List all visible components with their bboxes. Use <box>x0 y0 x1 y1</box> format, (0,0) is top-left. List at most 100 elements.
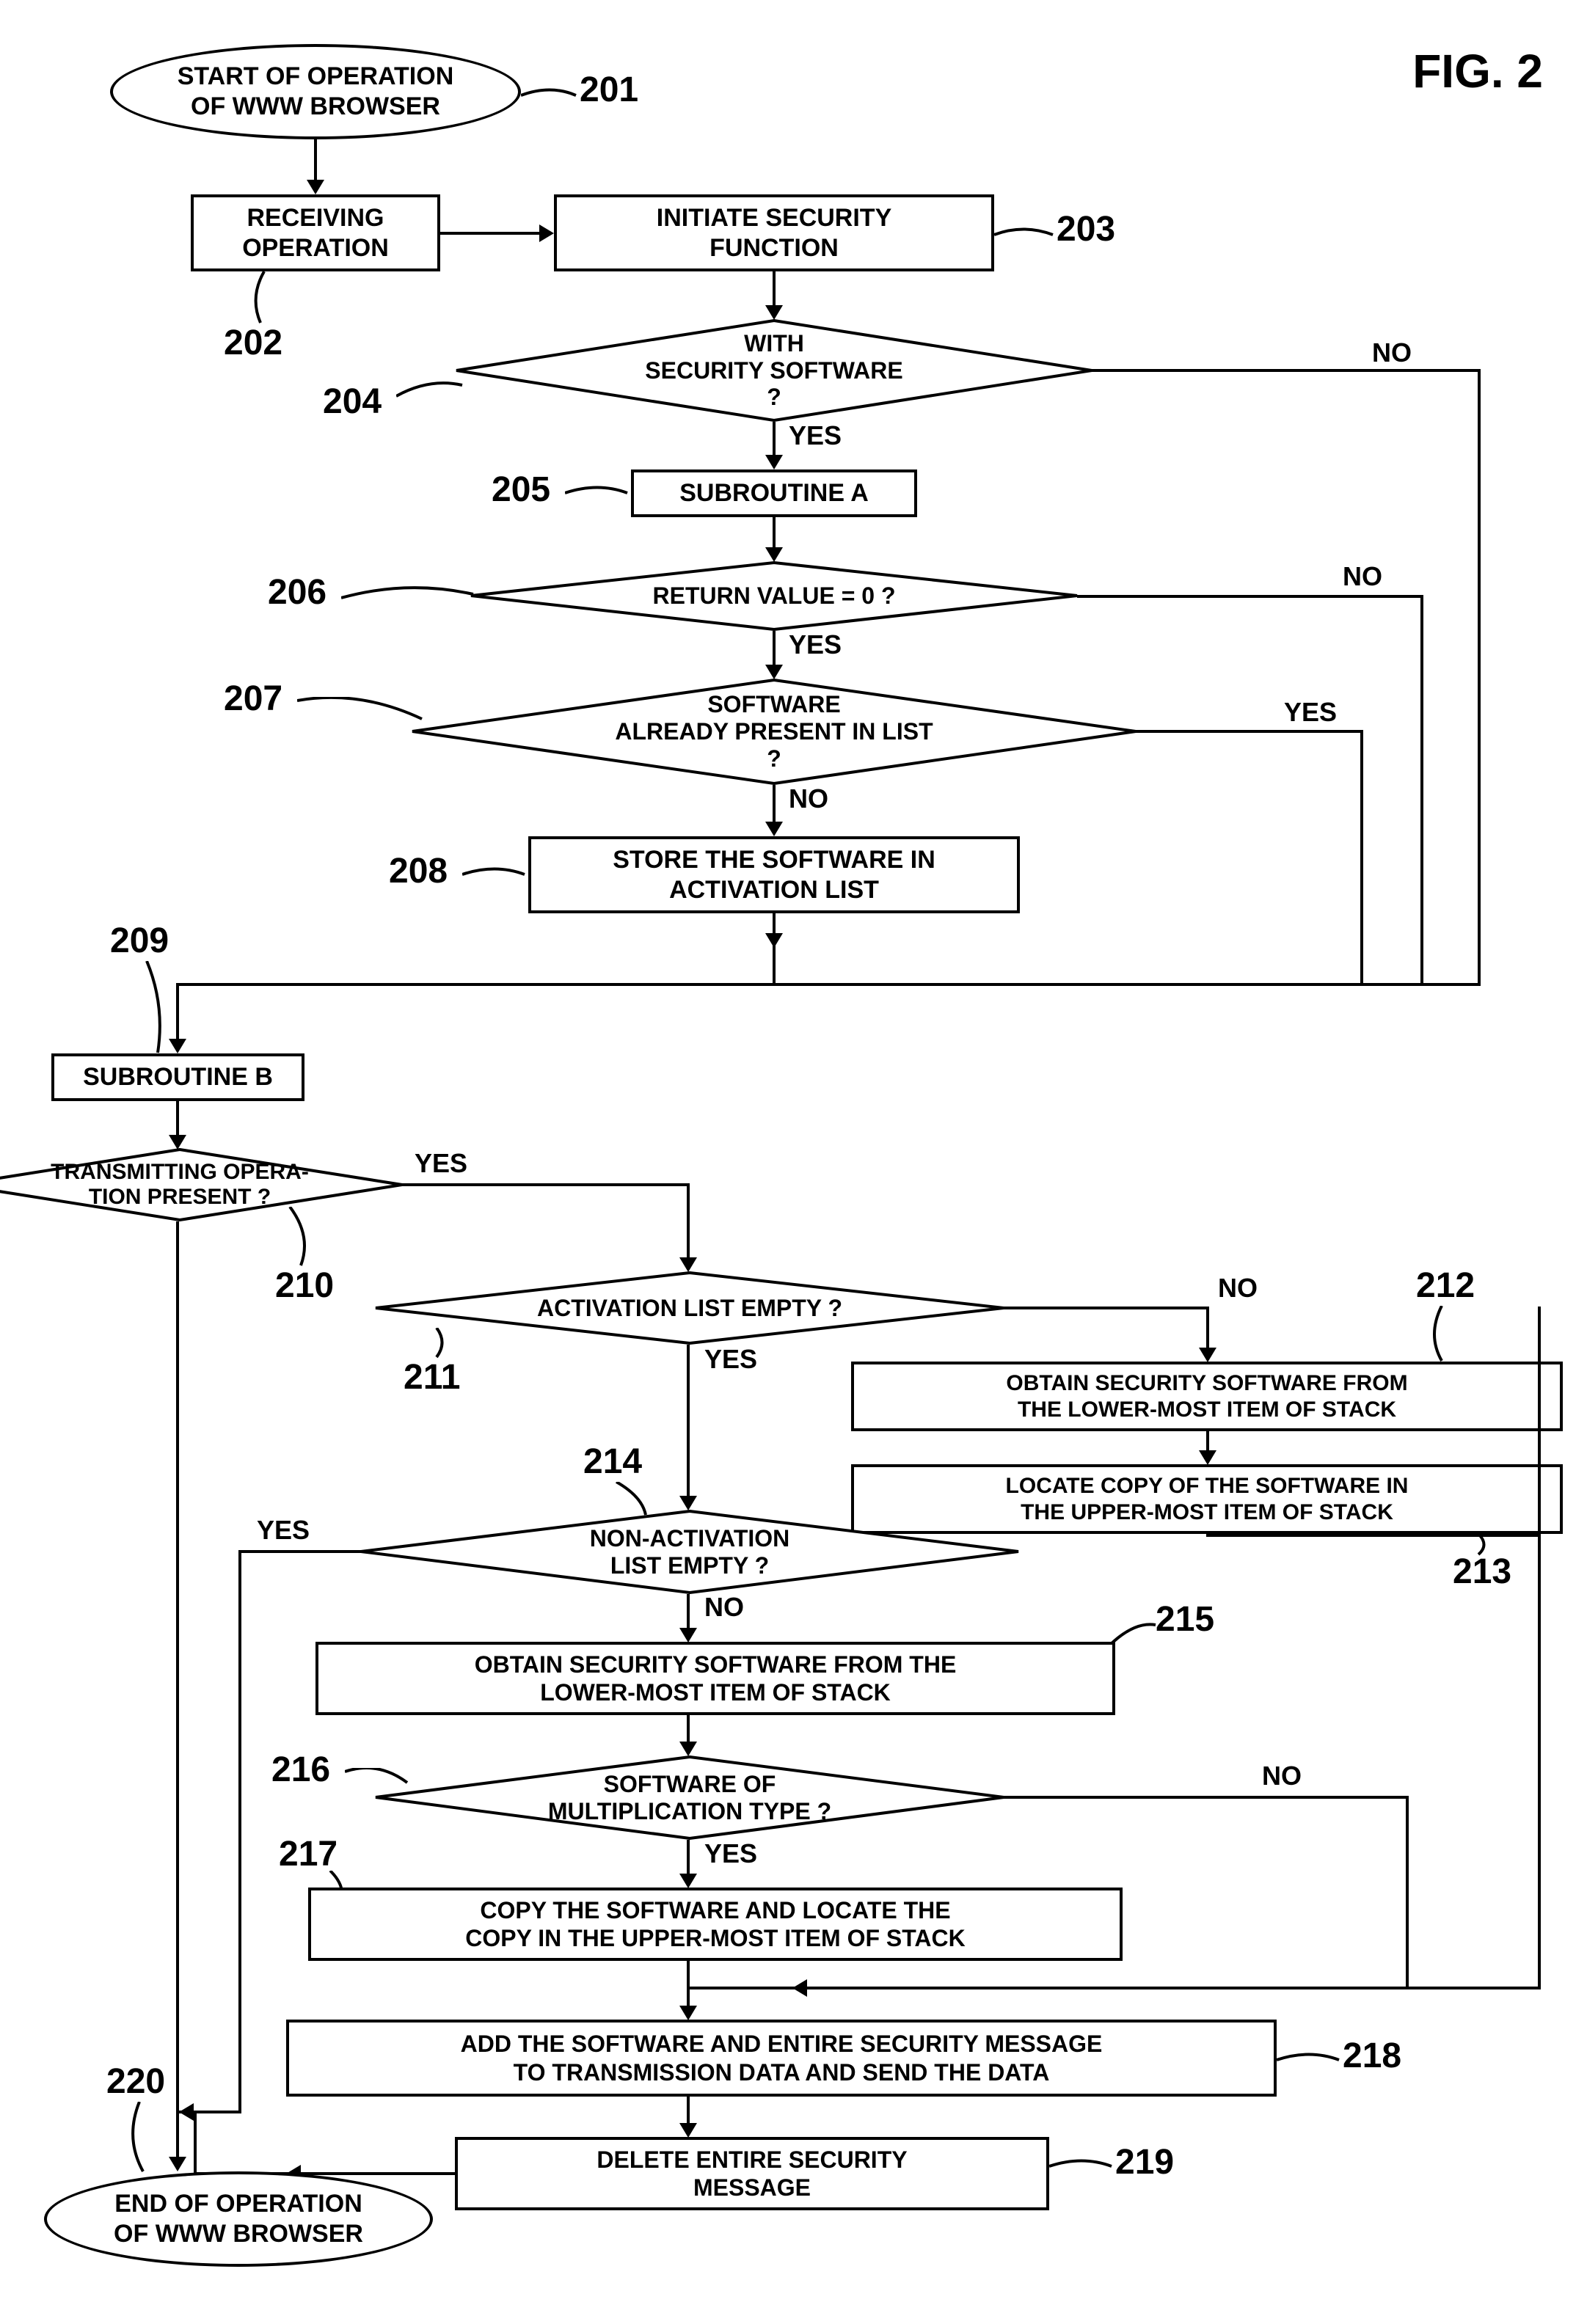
arrow-204-205 <box>765 455 783 469</box>
node-207-decision: SOFTWAREALREADY PRESENT IN LIST? <box>411 679 1137 785</box>
arrow-206-207 <box>765 665 783 679</box>
arrow-216-217 <box>679 1874 697 1888</box>
arrow-211-212 <box>1199 1348 1216 1362</box>
edge-209-210 <box>176 1101 179 1138</box>
node-201-start: START OF OPERATIONOF WWW BROWSER <box>110 44 521 139</box>
node-205-suba: SUBROUTINE A <box>631 469 917 517</box>
edge-214-yes-h <box>238 1550 363 1553</box>
arrow-201-202 <box>307 180 324 194</box>
arrow-208-merge <box>765 933 783 948</box>
node-214-text: NON-ACTIVATIONLIST EMPTY ? <box>590 1525 790 1579</box>
arrow-205-206 <box>765 547 783 562</box>
node-211-decision: ACTIVATION LIST EMPTY ? <box>374 1271 1005 1345</box>
edge-merge2-h <box>687 1987 1541 1989</box>
flowlabel-207-no: NO <box>789 783 828 814</box>
leader-203 <box>994 227 1057 242</box>
flowlabel-206-no: NO <box>1343 561 1382 592</box>
ref-219: 219 <box>1115 2142 1174 2182</box>
edge-204-no-v <box>1478 369 1481 983</box>
leader-211 <box>429 1328 451 1361</box>
edge-210-yes-v <box>687 1183 690 1260</box>
ref-205: 205 <box>492 469 550 510</box>
edge-206-no-h <box>1077 595 1423 598</box>
edge-206-207 <box>773 631 776 668</box>
node-217-text: COPY THE SOFTWARE AND LOCATE THECOPY IN … <box>465 1896 966 1953</box>
node-207-text: SOFTWAREALREADY PRESENT IN LIST? <box>615 691 933 772</box>
edge-214-yes-v <box>238 1550 241 2113</box>
flowlabel-214-yes: YES <box>257 1515 310 1546</box>
edge-211-no-v <box>1206 1307 1209 1351</box>
ref-213: 213 <box>1453 1552 1511 1592</box>
edge-217-merge <box>687 1961 690 2009</box>
ref-218: 218 <box>1343 2036 1401 2076</box>
node-215-obtain: OBTAIN SECURITY SOFTWARE FROM THELOWER-M… <box>315 1642 1115 1715</box>
ref-201: 201 <box>580 70 638 110</box>
arrow-212-213 <box>1199 1450 1216 1465</box>
node-216-text: SOFTWARE OFMULTIPLICATION TYPE ? <box>548 1771 831 1825</box>
edge-216-217 <box>687 1840 690 1877</box>
node-214-decision: NON-ACTIVATIONLIST EMPTY ? <box>360 1510 1020 1594</box>
edge-204-205 <box>773 422 776 458</box>
leader-219 <box>1049 2159 1115 2174</box>
ref-204: 204 <box>323 381 382 422</box>
ref-211: 211 <box>404 1357 460 1397</box>
node-216-decision: SOFTWARE OFMULTIPLICATION TYPE ? <box>374 1755 1005 1840</box>
arrow-203-204 <box>765 305 783 320</box>
figure-title: FIG. 2 <box>1412 44 1543 98</box>
ref-212: 212 <box>1416 1265 1475 1306</box>
arrow-218-219 <box>679 2123 697 2138</box>
node-209-text: SUBROUTINE B <box>83 1062 273 1092</box>
edge-213-down <box>1206 1534 1209 1537</box>
edge-211-214 <box>687 1345 690 1499</box>
arrow-215-216 <box>679 1742 697 1756</box>
flowlabel-207-yes: YES <box>1284 697 1337 728</box>
edge-210-yes-h <box>402 1183 690 1186</box>
node-202-text: RECEIVINGOPERATION <box>242 203 389 263</box>
ref-215: 215 <box>1156 1599 1214 1640</box>
leader-201 <box>521 88 580 103</box>
edge-merge-down <box>176 983 179 1042</box>
arrow-merge-209 <box>169 1039 186 1053</box>
ref-203: 203 <box>1057 209 1115 249</box>
edge-205-206 <box>773 517 776 550</box>
leader-206 <box>341 583 477 605</box>
node-211-text: ACTIVATION LIST EMPTY ? <box>537 1295 842 1322</box>
node-206-decision: RETURN VALUE = 0 ? <box>470 561 1079 631</box>
arrow-211-214 <box>679 1496 697 1510</box>
node-208-text: STORE THE SOFTWARE INACTIVATION LIST <box>613 845 935 905</box>
edge-211-no-h <box>1004 1307 1209 1309</box>
arrow-214-yes <box>179 2103 194 2121</box>
edge-206-no-v <box>1420 595 1423 983</box>
node-204-text: WITHSECURITY SOFTWARE? <box>645 330 902 411</box>
edge-215-216 <box>687 1715 690 1744</box>
edge-210-220 <box>176 1221 179 2160</box>
node-210-decision: TRANSMITTING OPERA-TION PRESENT ? <box>0 1148 404 1221</box>
leader-207 <box>297 697 426 726</box>
arrow-214-215 <box>679 1628 697 1642</box>
arrow-210-220 <box>169 2157 186 2171</box>
node-219-text: DELETE ENTIRE SECURITYMESSAGE <box>597 2146 907 2202</box>
edge-202-203 <box>440 232 543 235</box>
leader-218 <box>1277 2053 1343 2067</box>
ref-220: 220 <box>106 2061 165 2102</box>
edge-207-208 <box>773 785 776 825</box>
flowlabel-216-yes: YES <box>704 1838 757 1869</box>
node-203-initiate: INITIATE SECURITYFUNCTION <box>554 194 994 271</box>
leader-204 <box>396 378 466 400</box>
ref-210: 210 <box>275 1265 334 1306</box>
node-213-text: LOCATE COPY OF THE SOFTWARE INTHE UPPER-… <box>1006 1473 1409 1526</box>
node-220-text: END OF OPERATIONOF WWW BROWSER <box>114 2189 363 2249</box>
node-215-text: OBTAIN SECURITY SOFTWARE FROM THELOWER-M… <box>475 1651 957 1707</box>
arrow-207-208 <box>765 822 783 836</box>
leader-208 <box>462 867 528 882</box>
flowlabel-211-no: NO <box>1218 1273 1258 1304</box>
node-204-decision: WITHSECURITY SOFTWARE? <box>455 319 1093 422</box>
edge-207-yes-v <box>1360 730 1363 983</box>
flowlabel-204-yes: YES <box>789 420 842 451</box>
flowlabel-214-no: NO <box>704 1592 744 1623</box>
edge-219-left-v <box>194 2111 197 2175</box>
node-203-text: INITIATE SECURITYFUNCTION <box>657 203 892 263</box>
node-217-copy: COPY THE SOFTWARE AND LOCATE THECOPY IN … <box>308 1888 1123 1961</box>
edge-merge-h <box>176 983 1481 986</box>
ref-202: 202 <box>224 323 282 363</box>
